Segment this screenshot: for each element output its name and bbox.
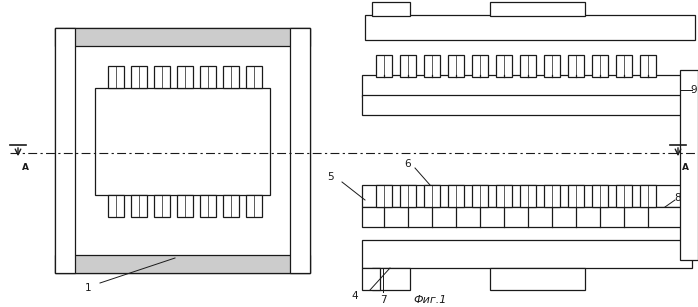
Bar [592,185,608,207]
Bar [640,185,656,207]
Bar [424,55,440,77]
Bar [372,268,410,290]
Bar [616,55,632,77]
Text: 7: 7 [380,295,386,305]
Bar [362,95,692,115]
Bar [568,55,584,77]
Bar [472,185,488,207]
Bar [131,66,147,88]
Bar [424,185,440,207]
Bar [290,28,310,273]
Text: 5: 5 [327,172,334,182]
Text: A: A [22,163,29,172]
Bar [55,28,310,46]
Bar [592,55,608,77]
Bar [362,268,380,290]
Text: Фиг.1: Фиг.1 [413,295,447,305]
Bar [568,185,584,207]
Bar [55,255,310,273]
Bar [490,2,585,16]
Bar [55,28,310,273]
Bar [55,28,75,273]
Bar [496,55,512,77]
Bar [200,195,216,217]
Bar [362,240,692,268]
Bar [108,66,124,88]
Bar [544,185,560,207]
Text: 1: 1 [84,283,91,293]
Bar [200,66,216,88]
Bar [400,185,416,207]
Bar [154,66,170,88]
Bar [362,185,692,207]
Bar [223,195,239,217]
Bar [372,2,410,16]
Bar [362,75,692,97]
Bar [448,55,464,77]
Bar [177,66,193,88]
Bar [154,195,170,217]
Bar [246,195,262,217]
Text: A: A [682,163,689,172]
Bar [376,185,392,207]
Bar [472,55,488,77]
Bar [365,15,695,40]
Bar [362,207,692,227]
Bar [95,88,270,195]
Bar [544,55,560,77]
Bar [400,55,416,77]
Bar [131,195,147,217]
Bar [496,185,512,207]
Bar [246,66,262,88]
Text: 9: 9 [691,85,697,95]
Bar [108,195,124,217]
Bar [640,55,656,77]
Bar [490,268,585,290]
Bar [520,185,536,207]
Bar [177,195,193,217]
Bar [448,185,464,207]
Bar [680,70,698,260]
Bar [223,66,239,88]
Text: 8: 8 [675,193,681,203]
Text: 6: 6 [405,159,411,169]
Bar [376,55,392,77]
Bar [520,55,536,77]
Bar [616,185,632,207]
Text: 4: 4 [352,291,358,301]
